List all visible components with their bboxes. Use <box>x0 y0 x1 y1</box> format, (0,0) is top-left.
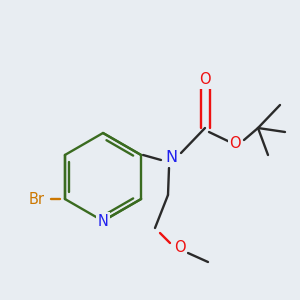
Text: N: N <box>165 151 177 166</box>
Text: O: O <box>229 136 241 151</box>
Text: O: O <box>199 73 211 88</box>
Text: Br: Br <box>29 191 45 206</box>
Text: O: O <box>174 241 186 256</box>
Text: N: N <box>98 214 108 229</box>
